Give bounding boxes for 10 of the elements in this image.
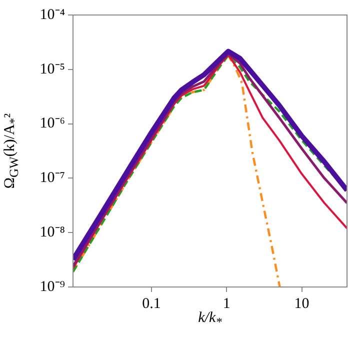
y-tick-label: 10⁻⁷ [40, 170, 65, 186]
y-tick-label: 10⁻⁹ [40, 278, 65, 295]
y-tick-label: 10⁻⁶ [40, 116, 65, 132]
y-tick-label: 10⁻⁵ [40, 61, 65, 78]
y-tick-label: 10⁻⁴ [40, 6, 65, 23]
x-tick-label: 1 [222, 296, 230, 312]
x-tick-label: 0.1 [142, 296, 161, 312]
y-tick-label: 10⁻⁸ [40, 224, 65, 241]
x-axis-title: k/k$_{*}$ [197, 310, 223, 330]
x-tick-label: 10 [294, 296, 310, 312]
